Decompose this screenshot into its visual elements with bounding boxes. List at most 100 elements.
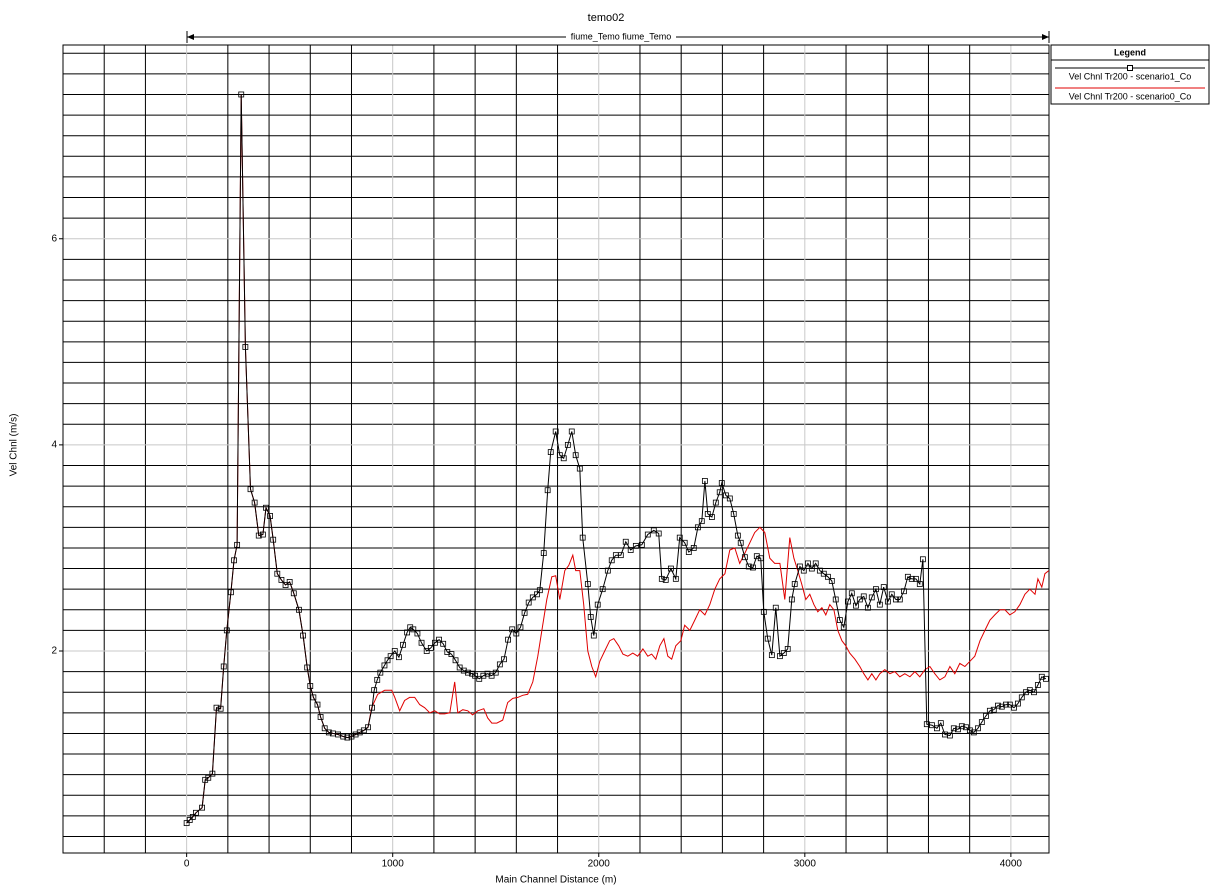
point-marker: [251, 499, 258, 506]
point-marker: [672, 575, 679, 582]
point-marker: [856, 596, 863, 603]
point-marker: [772, 604, 779, 611]
point-marker: [314, 701, 321, 708]
point-marker: [440, 640, 447, 647]
point-marker: [966, 727, 973, 734]
point-marker: [919, 556, 926, 563]
point-marker: [381, 662, 388, 669]
point-marker: [340, 733, 347, 740]
point-marker: [484, 670, 491, 677]
point-marker: [427, 645, 434, 651]
point-marker: [912, 575, 919, 582]
point-marker: [452, 657, 459, 664]
point-marker: [199, 804, 205, 811]
point-marker: [617, 552, 624, 559]
point-marker: [307, 683, 314, 689]
point-marker: [896, 596, 903, 603]
point-marker: [1003, 701, 1009, 708]
point-marker: [572, 452, 579, 459]
point-marker: [377, 669, 384, 676]
point-marker: [594, 601, 601, 608]
plot-frame: [62, 44, 1050, 854]
point-marker: [853, 602, 859, 609]
point-marker: [904, 573, 911, 580]
point-marker: [916, 581, 923, 587]
point-marker: [496, 661, 503, 668]
point-marker: [950, 725, 957, 732]
point-marker: [840, 624, 847, 631]
point-marker: [432, 639, 438, 646]
point-marker: [1006, 701, 1013, 708]
point-marker: [371, 687, 378, 694]
point-marker: [352, 731, 359, 738]
point-marker: [734, 532, 741, 539]
point-marker: [436, 636, 442, 643]
legend: Legend Vel Chnl Tr200 - scenario1_Co Vel …: [1050, 44, 1210, 105]
point-marker: [784, 646, 791, 652]
point-marker: [685, 549, 692, 555]
point-marker: [448, 651, 455, 657]
point-marker: [360, 727, 367, 734]
point-marker: [263, 504, 269, 511]
point-marker: [465, 669, 471, 676]
point-marker: [757, 555, 764, 562]
point-marker: [369, 704, 375, 711]
point-marker: [1011, 704, 1017, 711]
point-marker: [722, 492, 729, 499]
point-marker: [189, 814, 196, 820]
point-marker: [525, 599, 532, 606]
point-marker: [290, 590, 297, 597]
point-marker: [1034, 682, 1041, 688]
point-marker: [213, 704, 220, 711]
point-marker: [704, 511, 711, 517]
point-marker: [247, 486, 254, 493]
point-marker: [228, 589, 234, 596]
point-marker: [929, 722, 935, 729]
point-marker: [587, 614, 594, 620]
point-marker: [608, 557, 615, 564]
point-marker: [662, 576, 669, 583]
point-marker: [476, 675, 483, 682]
point-marker: [423, 648, 430, 654]
point-marker: [658, 575, 665, 582]
point-marker: [267, 513, 273, 519]
point-marker: [808, 565, 815, 572]
point-marker: [1014, 700, 1021, 707]
point-marker: [480, 672, 487, 679]
point-marker: [404, 629, 411, 636]
point-marker: [805, 560, 811, 567]
point-marker: [627, 547, 634, 553]
point-marker: [955, 726, 961, 733]
point-marker: [231, 557, 237, 564]
plot: [183, 91, 1050, 827]
point-marker: [788, 596, 795, 603]
point-marker: [970, 729, 977, 736]
point-marker: [698, 518, 705, 525]
point-marker: [310, 694, 317, 701]
point-marker: [946, 732, 953, 739]
chart-title: temo02: [588, 12, 625, 24]
point-marker: [780, 650, 787, 656]
point-marker: [552, 428, 559, 435]
point-marker: [622, 538, 629, 545]
point-marker: [205, 774, 212, 781]
point-marker: [892, 596, 899, 603]
point-marker: [599, 586, 606, 593]
point-marker: [529, 594, 536, 601]
point-marker: [730, 511, 737, 517]
point-marker: [344, 734, 351, 741]
point-marker: [444, 649, 451, 655]
point-marker: [407, 624, 414, 631]
point-marker: [986, 707, 993, 714]
point-marker: [868, 594, 875, 601]
point-marker: [820, 570, 827, 577]
point-marker: [270, 536, 277, 543]
point-marker: [888, 591, 895, 598]
point-marker: [544, 487, 551, 494]
reach-label: fiume_Temo fiume_Temo: [571, 31, 672, 41]
point-marker: [901, 588, 907, 595]
point-marker: [384, 657, 391, 664]
point-marker: [400, 641, 406, 648]
point-marker: [983, 713, 989, 719]
